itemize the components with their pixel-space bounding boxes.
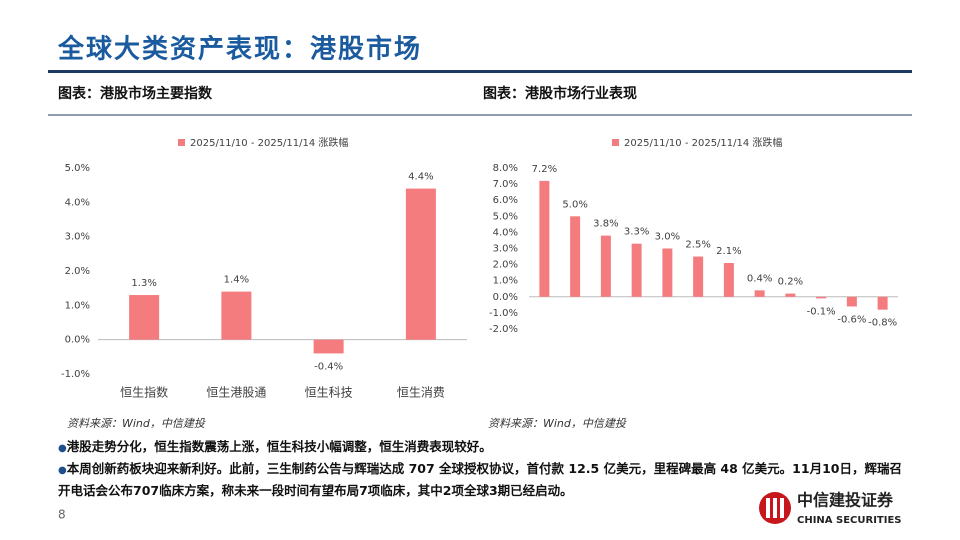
bullet-text: 港股走势分化，恒生指数震荡上涨，恒生科技小幅调整，恒生消费表现较好。 [66, 439, 492, 454]
bar [631, 243, 642, 297]
x-tick-label: 恒生科技 [305, 386, 353, 400]
bar [539, 180, 550, 297]
value-label: 1.3% [131, 278, 156, 289]
y-tick-label: 2.0% [493, 260, 518, 271]
value-label: -0.8% [868, 318, 897, 329]
source: 资料来源：Wind，中信建投 [67, 417, 206, 430]
value-label: 3.8% [593, 219, 618, 230]
logo-icon [773, 498, 777, 518]
value-label: 7.2% [532, 164, 557, 175]
y-tick-label: 5.0% [65, 163, 90, 174]
x-tick-label: 恒生消费 [397, 386, 445, 400]
slide-title: 全球大类资产表现：港股市场 [57, 34, 422, 65]
bullet: 港股走势分化，恒生指数震荡上涨，恒生科技小幅调整，恒生消费表现较好。 [58, 437, 908, 459]
y-tick-label: -2.0% [489, 324, 518, 335]
value-label: -0.4% [314, 361, 343, 372]
bar [221, 291, 252, 340]
logo-icon [780, 498, 784, 518]
bar [785, 293, 796, 297]
y-tick-label: 1.0% [65, 300, 90, 311]
y-tick-label: 4.0% [493, 227, 518, 238]
y-tick-label: -1.0% [489, 308, 518, 319]
y-tick-label: 5.0% [493, 211, 518, 222]
y-tick-label: 0.0% [65, 335, 90, 346]
x-tick-label: 恒生指数 [120, 385, 168, 400]
value-label: 0.2% [778, 277, 803, 288]
y-tick-label: 3.0% [493, 244, 518, 255]
value-label: 3.0% [655, 232, 680, 243]
y-tick-label: 4.0% [65, 197, 90, 208]
bar [877, 296, 888, 310]
legend-swatch [178, 139, 185, 146]
chart-title: 图表：港股市场行业表现 [483, 85, 637, 102]
bar [600, 235, 611, 297]
bar [754, 290, 765, 297]
bar [846, 296, 857, 307]
bar [662, 248, 673, 297]
bar [693, 256, 704, 297]
page-number: 8 [58, 508, 66, 522]
x-tick-label: 恒生港股通 [206, 386, 266, 400]
title-rule [48, 70, 912, 73]
bar [570, 216, 581, 297]
y-tick-label: 8.0% [493, 163, 518, 174]
bar [129, 295, 160, 340]
y-tick-label: 0.0% [493, 292, 518, 303]
bar [313, 339, 344, 354]
y-tick-label: 2.0% [65, 266, 90, 277]
y-tick-label: -1.0% [61, 369, 90, 380]
y-tick-label: 7.0% [493, 179, 518, 190]
y-tick-label: 6.0% [493, 195, 518, 206]
value-label: -0.6% [837, 314, 866, 325]
logo-english: CHINA SECURITIES [797, 515, 902, 526]
value-label: 1.4% [224, 275, 249, 286]
y-tick-label: 1.0% [493, 276, 518, 287]
source: 资料来源：Wind，中信建投 [488, 417, 627, 430]
value-label: 5.0% [562, 199, 587, 210]
legend-swatch [612, 139, 619, 146]
legend-label: 2025/11/10 - 2025/11/14 涨跌幅 [190, 136, 348, 149]
value-label: 3.3% [624, 227, 649, 238]
bullet-text: 本周创新药板块迎来新利好。此前，三生制药公告与辉瑞达成 707 全球授权协议，首… [58, 461, 902, 498]
chart-title: 图表：港股市场主要指数 [58, 85, 213, 102]
value-label: 2.5% [685, 240, 710, 251]
value-label: 0.4% [747, 273, 772, 284]
value-label: -0.1% [807, 306, 836, 317]
bar [405, 188, 436, 340]
bar [723, 262, 734, 297]
logo-icon [766, 498, 770, 518]
y-tick-label: 3.0% [65, 232, 90, 243]
legend-label: 2025/11/10 - 2025/11/14 涨跌幅 [624, 136, 782, 149]
bullet: 本周创新药板块迎来新利好。此前，三生制药公告与辉瑞达成 707 全球授权协议，首… [58, 459, 908, 501]
bar [816, 296, 827, 299]
value-label: 4.4% [408, 172, 433, 183]
value-label: 2.1% [716, 246, 741, 257]
